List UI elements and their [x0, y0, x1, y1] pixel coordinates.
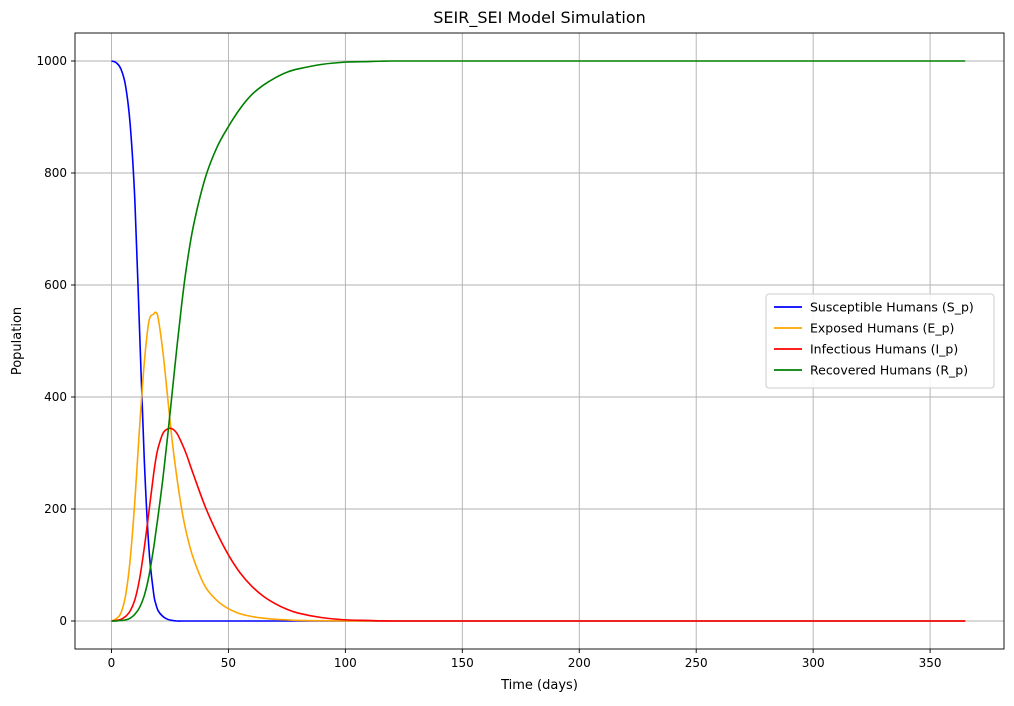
- y-tick-label: 1000: [36, 54, 67, 68]
- x-tick-label: 100: [334, 656, 357, 670]
- y-tick-label: 400: [44, 390, 67, 404]
- y-tick-label: 0: [59, 614, 67, 628]
- x-tick-label: 150: [451, 656, 474, 670]
- series-lines: [111, 60, 966, 622]
- series-line-3: [111, 60, 966, 622]
- series-line-2: [111, 427, 966, 622]
- chart-title: SEIR_SEI Model Simulation: [433, 8, 646, 28]
- x-tick-label: 50: [221, 656, 236, 670]
- x-axis-label: Time (days): [500, 678, 578, 693]
- y-tick-label: 200: [44, 502, 67, 516]
- y-tick-label: 800: [44, 166, 67, 180]
- x-tick-label: 350: [919, 656, 942, 670]
- legend: Susceptible Humans (S_p) Exposed Humans (…: [765, 293, 995, 389]
- ticks: 0 50 100 150 200 250 300 350 0 200 400 600 800 1000: [36, 54, 941, 670]
- legend-label: Susceptible Humans (S_p): [810, 300, 974, 315]
- legend-label: Infectious Humans (I_p): [810, 342, 958, 357]
- y-tick-label: 600: [44, 278, 67, 292]
- x-tick-label: 200: [568, 656, 591, 670]
- y-axis-label: Population: [10, 307, 25, 375]
- plot-frame: [74, 32, 1005, 650]
- x-tick-label: 300: [802, 656, 825, 670]
- legend-box: [765, 293, 995, 389]
- legend-label: Recovered Humans (R_p): [810, 363, 968, 378]
- x-tick-label: 0: [108, 656, 116, 670]
- x-tick-label: 250: [685, 656, 708, 670]
- legend-label: Exposed Humans (E_p): [810, 321, 954, 336]
